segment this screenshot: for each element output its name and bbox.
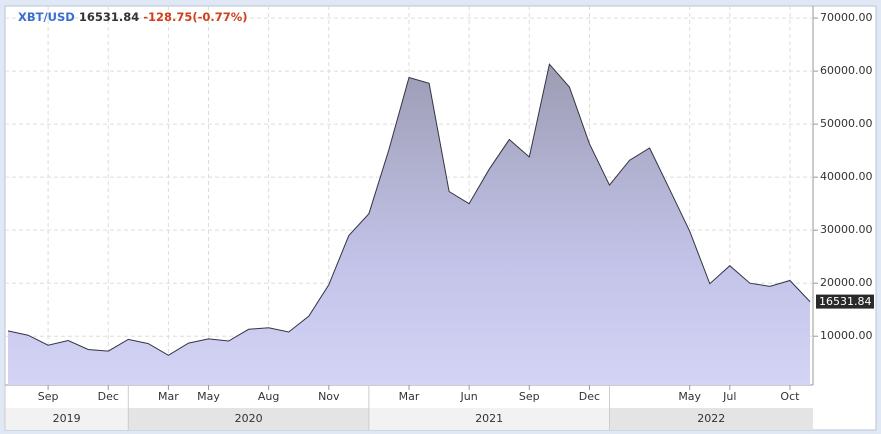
- x-tick-label: Jul: [722, 390, 736, 403]
- y-tick-label: 20000.00: [820, 276, 873, 289]
- change: -128.75(-0.77%): [143, 10, 247, 24]
- header: XBT/USD 16531.84 -128.75(-0.77%): [18, 10, 248, 24]
- line: [7, 63, 811, 356]
- y-tick-label: 70000.00: [820, 11, 873, 24]
- last-price-box: [816, 294, 874, 309]
- year-shade: [609, 408, 813, 430]
- area: [8, 64, 810, 385]
- x-tick-label: May: [678, 390, 701, 403]
- y-tick-label: 60000.00: [820, 64, 873, 77]
- x-tick-label: Sep: [519, 390, 540, 403]
- year-label: 2020: [235, 412, 263, 425]
- x-tick-label: May: [197, 390, 220, 403]
- symbol: XBT/USD: [18, 10, 75, 24]
- x-tick-label: Dec: [579, 390, 600, 403]
- x-tick-label: Aug: [258, 390, 279, 403]
- y-tick-label: 40000.00: [820, 170, 873, 183]
- last-price-label: 16531.84: [819, 295, 872, 308]
- x-tick-label: Nov: [318, 390, 340, 403]
- y-tick-label: 10000.00: [820, 329, 873, 342]
- x-tick-label: Mar: [399, 390, 420, 403]
- x-tick-label: Mar: [158, 390, 179, 403]
- y-tick-label: 30000.00: [820, 223, 873, 236]
- year-label: 2019: [53, 412, 81, 425]
- year-label: 2021: [475, 412, 503, 425]
- year-shade: [128, 408, 369, 430]
- x-tick-label: Sep: [38, 390, 59, 403]
- price: 16531.84: [79, 10, 139, 24]
- year-label: 2022: [697, 412, 725, 425]
- x-tick-label: Jun: [460, 390, 478, 403]
- x-tick-label: Oct: [780, 390, 800, 403]
- y-tick-label: 50000.00: [820, 117, 873, 130]
- x-tick-label: Dec: [98, 390, 119, 403]
